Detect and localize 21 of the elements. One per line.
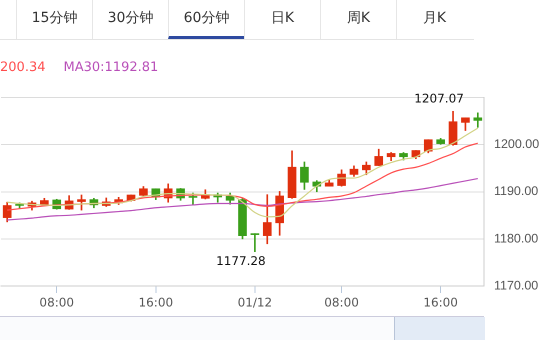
y-tick-label: 1190.00 [494, 184, 538, 198]
text: MA30:1192.81 [64, 60, 158, 75]
x-tick-label: 08:00 [39, 295, 74, 310]
text: 周K [320, 0, 396, 39]
x-tick-label: 16:00 [423, 295, 458, 310]
annotation: 1177.28 [216, 254, 266, 268]
y-tick-label: 1180.00 [494, 231, 538, 246]
line-series [6, 178, 478, 221]
annotation: 1207.07 [414, 91, 464, 106]
text: 日K [244, 0, 320, 39]
text: 60分钟 [168, 0, 244, 39]
x-tick-label: 08:00 [324, 295, 359, 310]
x-tick-label: 16:00 [138, 295, 174, 310]
text: 30分钟 [92, 0, 168, 39]
candlestick [77, 194, 86, 210]
y-tick-label: 1200.00 [494, 137, 540, 152]
text: 15分钟 [16, 0, 92, 39]
y-tick-label: 1170.00 [494, 278, 538, 292]
text: 200.34 [0, 60, 46, 75]
x-tick-label: 01/12 [238, 295, 272, 310]
text: 月K [396, 0, 472, 39]
